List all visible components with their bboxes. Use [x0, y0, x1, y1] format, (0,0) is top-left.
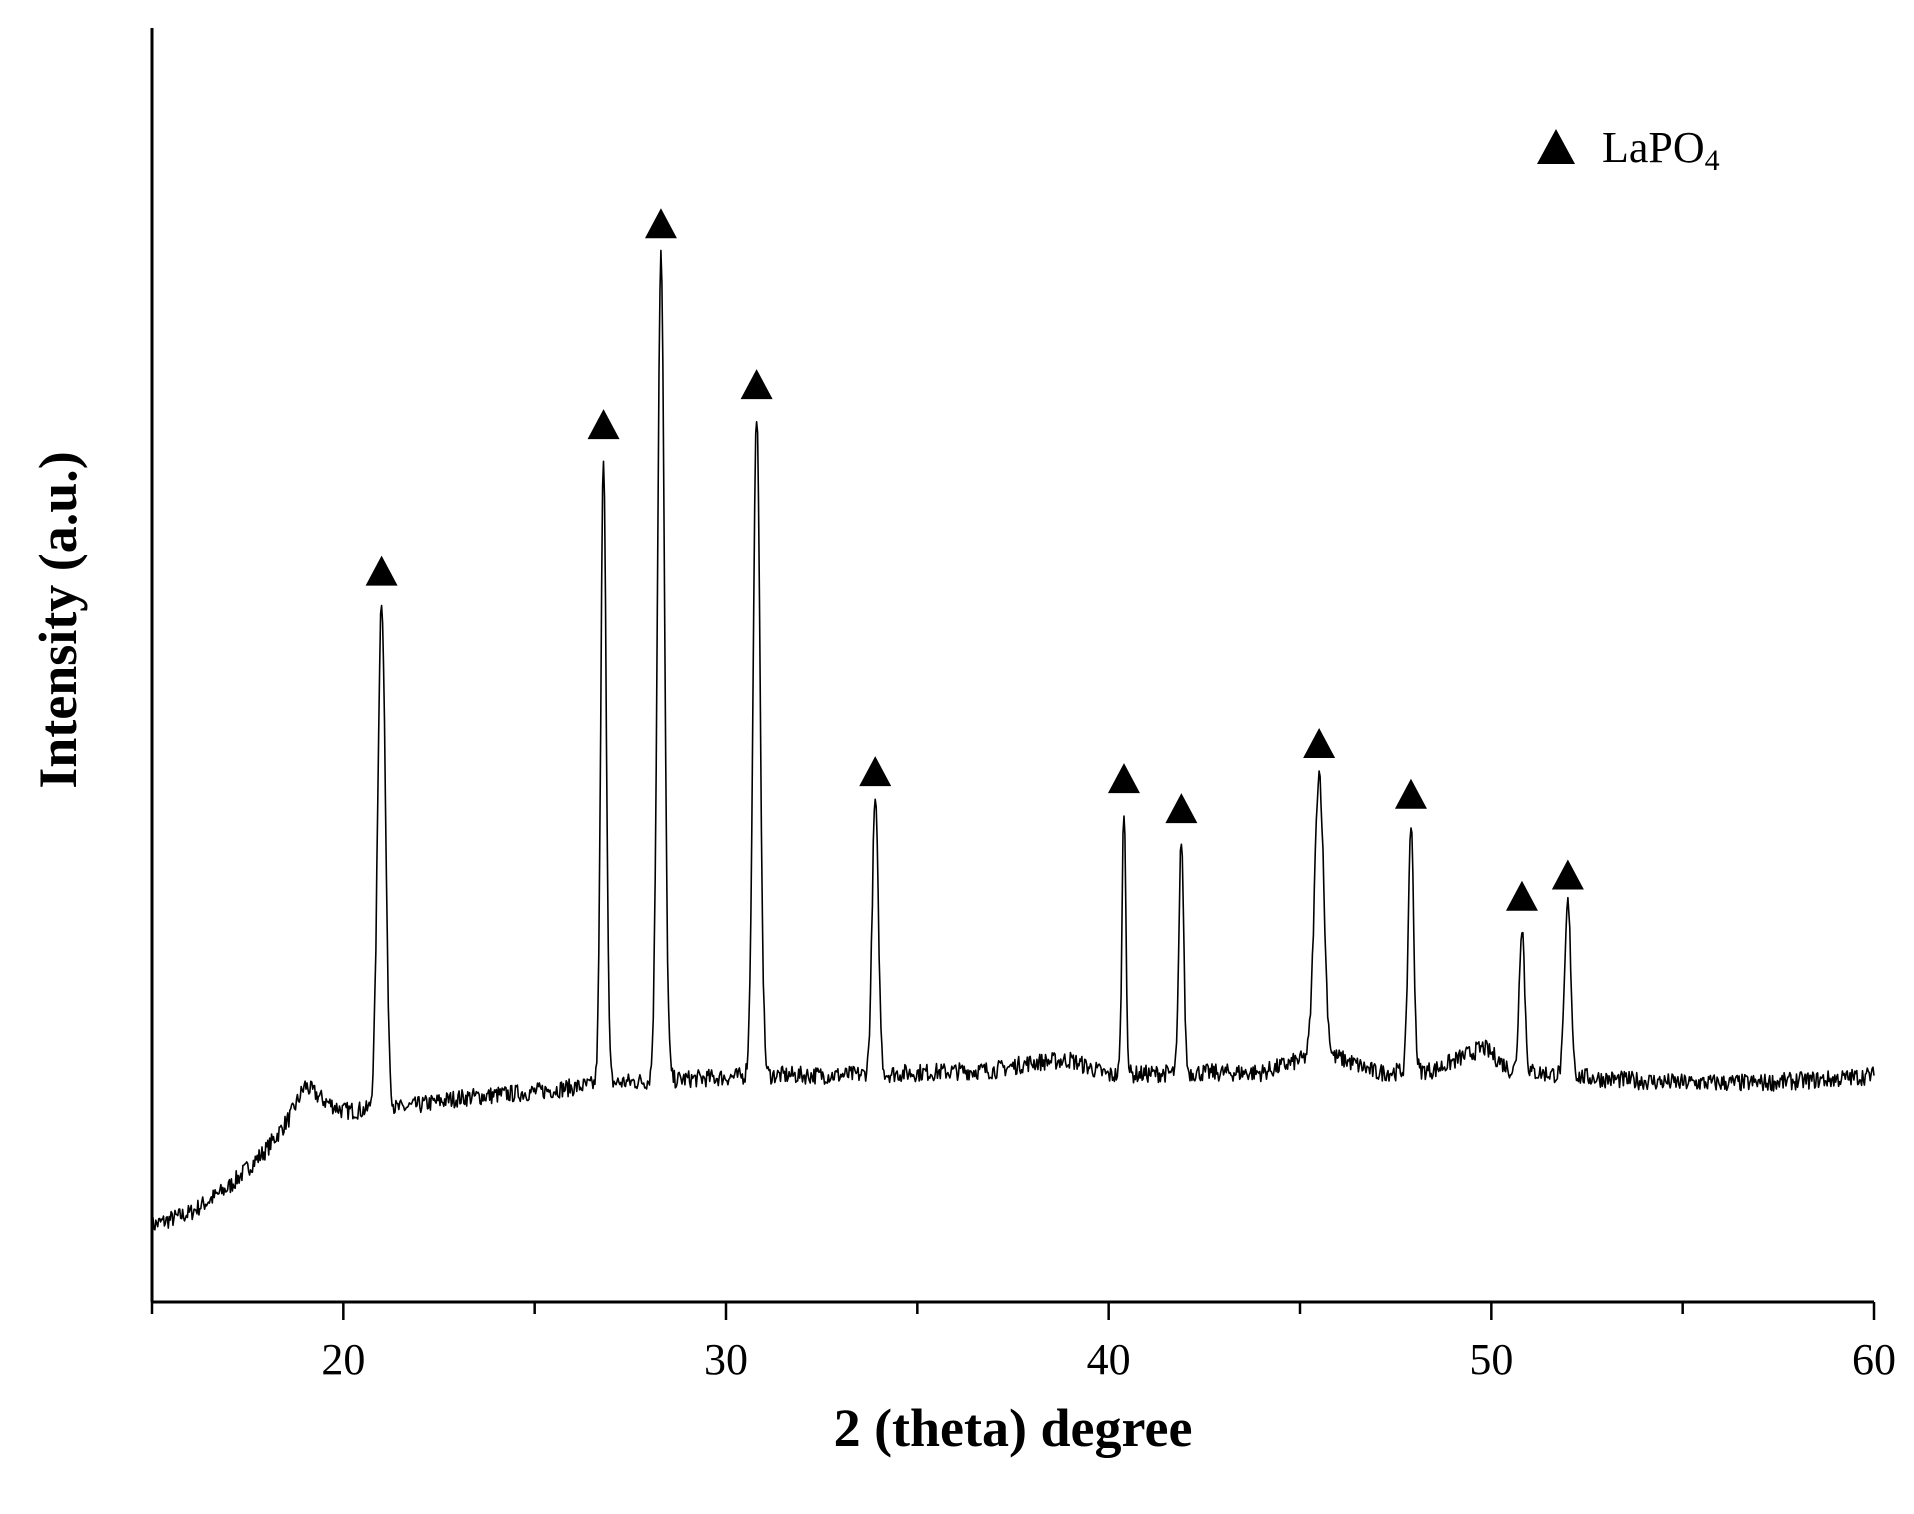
- axes: 20 30 40 50 60: [150, 28, 1896, 1384]
- x-tick-label: 30: [704, 1335, 748, 1384]
- peak-marker-triangle: [1505, 880, 1538, 911]
- legend-label: LaPO4: [1602, 123, 1720, 177]
- peak-marker-triangle: [587, 409, 620, 440]
- y-axis-title: Intensity (a.u.): [28, 451, 88, 789]
- x-tick-label: 60: [1852, 1335, 1896, 1384]
- peak-marker-triangle: [1303, 728, 1336, 759]
- x-axis-title: 2 (theta) degree: [834, 1398, 1193, 1458]
- x-tick-label: 50: [1469, 1335, 1513, 1384]
- peak-marker-triangle: [1165, 793, 1198, 824]
- legend-marker-icon: [1537, 129, 1575, 164]
- peak-marker-triangle: [365, 555, 398, 586]
- x-ticks: 20 30 40 50 60: [150, 1302, 1896, 1384]
- xrd-pattern-line: [151, 249, 1875, 1235]
- x-tick-label: 20: [321, 1335, 365, 1384]
- x-tick-label: 40: [1087, 1335, 1131, 1384]
- legend: LaPO4: [1537, 123, 1720, 177]
- legend-label-main: LaPO: [1602, 123, 1705, 172]
- peak-markers: [365, 208, 1584, 911]
- peak-marker-triangle: [1551, 859, 1584, 890]
- peak-marker-triangle: [1107, 763, 1140, 794]
- legend-label-sub: 4: [1705, 144, 1720, 177]
- peak-marker-triangle: [859, 756, 892, 787]
- peak-marker-triangle: [644, 208, 677, 239]
- peak-marker-triangle: [740, 369, 773, 400]
- peak-marker-triangle: [1394, 778, 1427, 809]
